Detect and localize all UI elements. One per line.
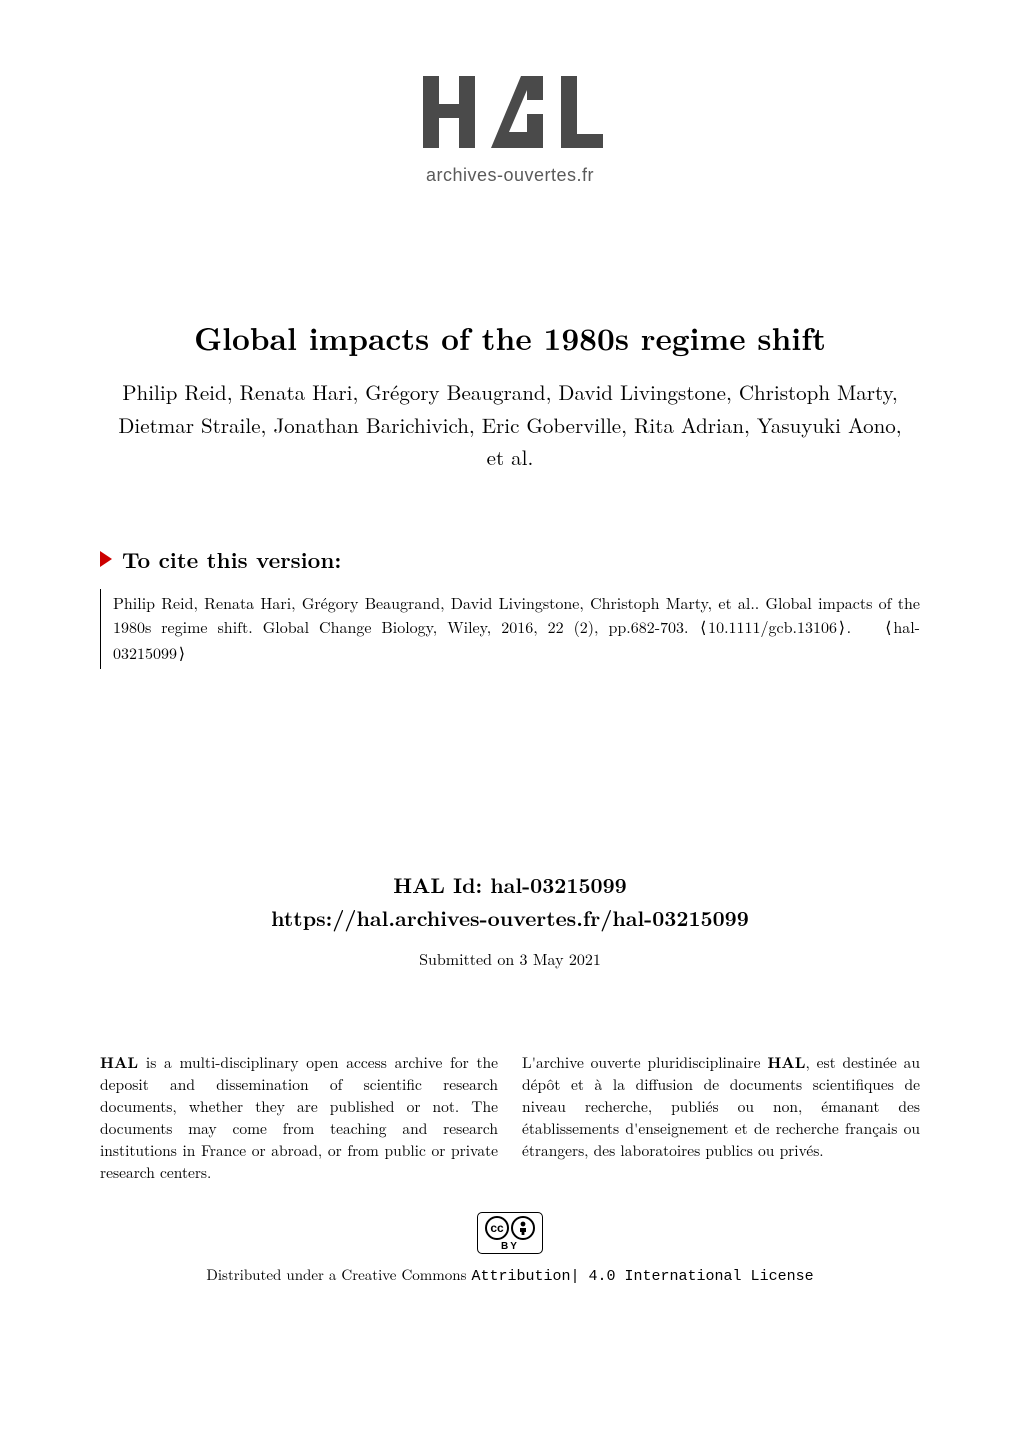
license-line: Distributed under a Creative Commons Att… bbox=[100, 1264, 920, 1285]
paper-title: Global impacts of the 1980s regime shift bbox=[100, 316, 920, 360]
license-link[interactable]: Attribution| 4.0 International License bbox=[472, 1268, 814, 1285]
cc-by-label: BY bbox=[484, 1242, 536, 1252]
description-right: L'archive ouverte pluridisciplinaire HAL… bbox=[522, 1051, 920, 1184]
triangle-right-icon bbox=[100, 551, 112, 567]
author-list: Philip Reid, Renata Hari, Grégory Beaugr… bbox=[100, 376, 920, 474]
desc-left-text: is a multi-disciplinary open access arch… bbox=[100, 1052, 498, 1183]
cite-header: To cite this version: bbox=[100, 544, 920, 575]
cc-letters-icon: cc bbox=[485, 1216, 509, 1240]
page-container: archives-ouvertes.fr Global impacts of t… bbox=[0, 0, 1020, 1442]
citation-doi: 10.1111/gcb.13106 bbox=[708, 615, 837, 638]
cite-section: To cite this version: Philip Reid, Renat… bbox=[100, 544, 920, 669]
citation-box: Philip Reid, Renata Hari, Grégory Beaugr… bbox=[100, 589, 920, 669]
desc-right-pre: L'archive ouverte pluridisciplinaire bbox=[522, 1052, 767, 1073]
hal-bold-right: HAL bbox=[767, 1050, 805, 1073]
license-pre: Distributed under a Creative Commons bbox=[206, 1264, 471, 1285]
cc-person-icon bbox=[511, 1216, 535, 1240]
title-block: Global impacts of the 1980s regime shift… bbox=[100, 316, 920, 474]
logo-subtitle: archives-ouvertes.fr bbox=[100, 165, 920, 186]
cc-block: cc BY Distributed under a Creative Commo… bbox=[100, 1212, 920, 1285]
description-columns: HAL is a multi-disciplinary open access … bbox=[100, 1051, 920, 1184]
submitted-date: Submitted on 3 May 2021 bbox=[100, 946, 920, 972]
hal-url[interactable]: https://hal.archives-ouvertes.fr/hal-032… bbox=[100, 902, 920, 936]
description-left: HAL is a multi-disciplinary open access … bbox=[100, 1051, 498, 1184]
hal-id-line: HAL Id: hal-03215099 bbox=[100, 869, 920, 903]
cc-badge-icon: cc BY bbox=[477, 1212, 543, 1254]
doi-close-angle: ⟩ bbox=[837, 620, 847, 638]
halid-close-angle: ⟩ bbox=[177, 646, 187, 664]
hal-id-block: HAL Id: hal-03215099 https://hal.archive… bbox=[100, 869, 920, 972]
hal-logo-block: archives-ouvertes.fr bbox=[100, 70, 920, 186]
doi-open-angle: ⟨ bbox=[698, 620, 708, 638]
hal-logo bbox=[415, 70, 605, 154]
halid-open-angle: ⟨ bbox=[884, 620, 894, 638]
cite-header-text: To cite this version: bbox=[122, 544, 341, 575]
hal-bold-left: HAL bbox=[100, 1050, 138, 1073]
